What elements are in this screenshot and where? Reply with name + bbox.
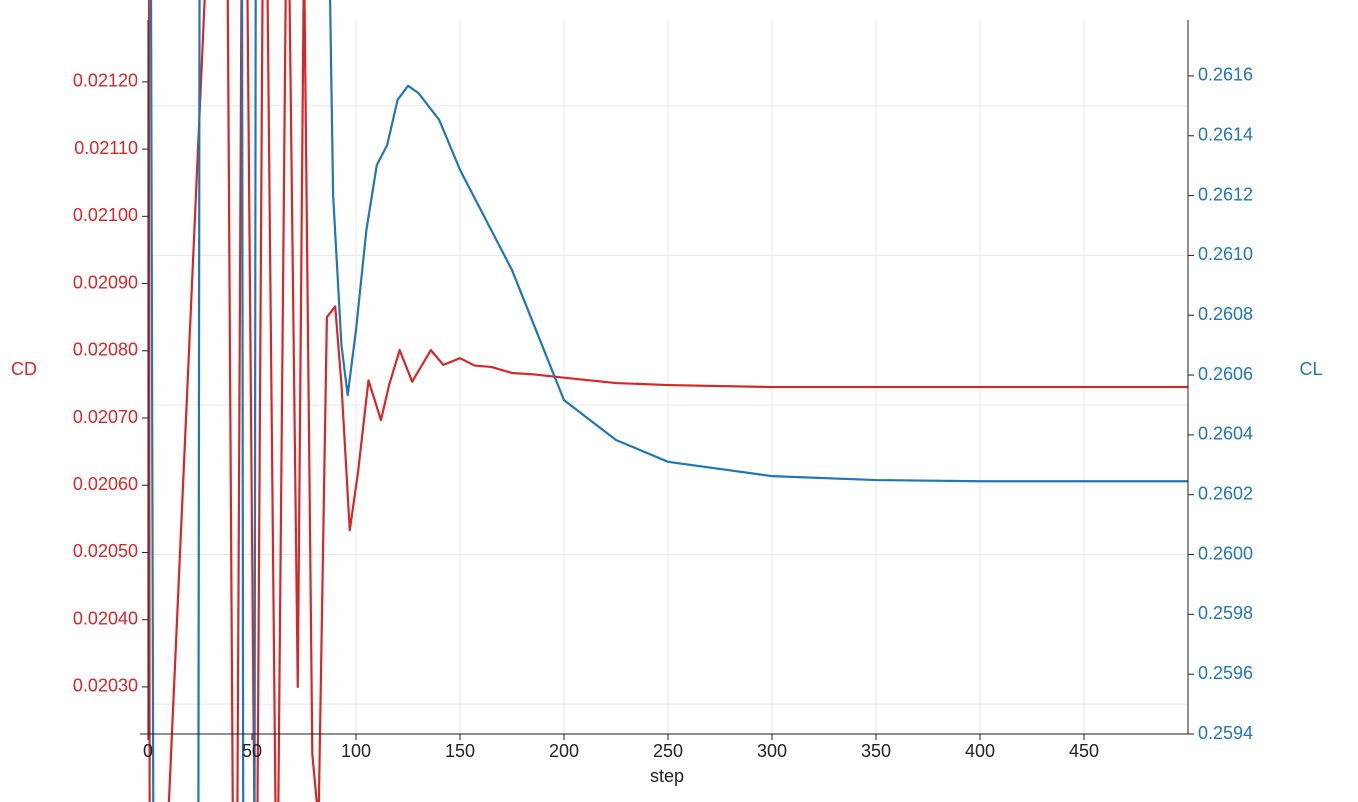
y-tick-label: 0.02060	[73, 474, 138, 494]
x-tick-label: 50	[242, 741, 262, 761]
axes: 0 50 100 150 200 250 300 350 400 450 0.02030 0.0204…	[73, 20, 1253, 761]
y2-axis-label: CL	[1299, 359, 1322, 379]
y-tick-label: 0.02110	[74, 138, 138, 158]
y2-tick-label: 0.2606	[1198, 364, 1253, 384]
y2-tick-label: 0.2604	[1198, 424, 1253, 444]
x-tick-label: 0	[143, 741, 153, 761]
y2-tick-label: 0.2598	[1198, 603, 1253, 623]
y2-tick-label: 0.2612	[1198, 184, 1253, 204]
x-tick-label: 400	[965, 741, 995, 761]
series-line	[149, 0, 1188, 802]
x-tick-label: 200	[549, 741, 579, 761]
y2-tick-label: 0.2600	[1198, 543, 1253, 563]
plot-lines	[148, 0, 1188, 802]
y-tick-label: 0.02070	[73, 407, 138, 427]
y-tick-label: 0.02050	[73, 541, 138, 561]
y2-tick-label: 0.2616	[1198, 65, 1253, 85]
x-tick-label: 300	[757, 741, 787, 761]
grid	[147, 20, 1188, 734]
x-axis-label: step	[650, 766, 684, 786]
y-tick-label: 0.02100	[73, 205, 138, 225]
y-tick-label: 0.02030	[73, 676, 138, 696]
y2-tick-label: 0.2602	[1198, 483, 1253, 503]
x-tick-label: 100	[341, 741, 371, 761]
y-axis-label: CD	[11, 359, 37, 379]
y2-tick-label: 0.2610	[1198, 244, 1253, 264]
x-tick-label: 450	[1069, 741, 1099, 761]
y2-tick-label: 0.2594	[1198, 723, 1253, 743]
y2-tick-label: 0.2614	[1198, 125, 1253, 145]
x-tick-label: 350	[861, 741, 891, 761]
y-tick-label: 0.02120	[73, 71, 138, 91]
y2-tick-label: 0.2608	[1198, 304, 1253, 324]
y-tick-label: 0.02040	[73, 608, 138, 628]
y-tick-label: 0.02090	[73, 272, 138, 292]
series-line	[148, 0, 1188, 802]
y-tick-label: 0.02080	[73, 340, 138, 360]
x-tick-label: 150	[445, 741, 475, 761]
x-tick-label: 250	[653, 741, 683, 761]
y2-tick-label: 0.2596	[1198, 663, 1253, 683]
